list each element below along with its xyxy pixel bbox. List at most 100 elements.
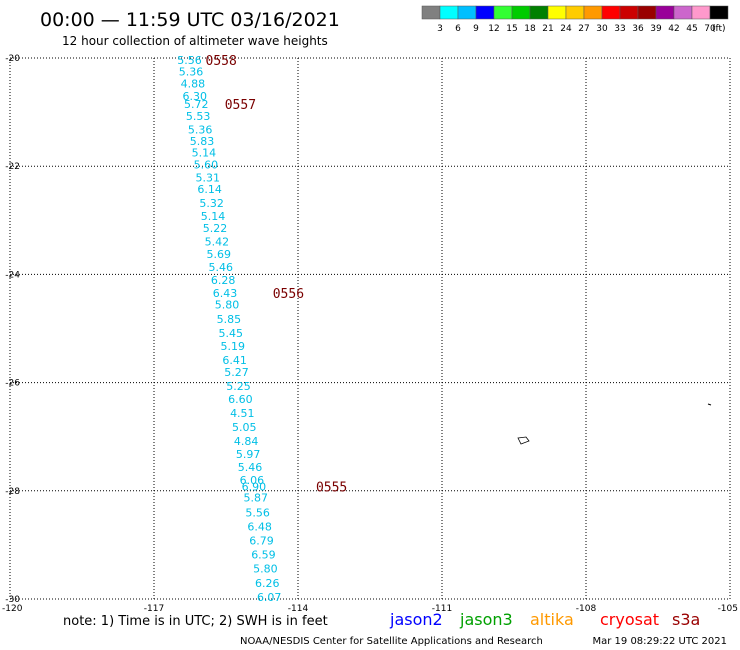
- gridlines: [10, 58, 730, 599]
- x-tick-label: -105: [718, 604, 738, 614]
- colorbar-label: 24: [560, 24, 572, 34]
- colorbar-label: 15: [506, 24, 517, 34]
- colorbar-label: 45: [686, 24, 697, 34]
- swh-value-point: 6.60: [228, 393, 253, 406]
- swh-value-point: 4.84: [234, 435, 259, 448]
- chart-title: 00:00 — 11:59 UTC 03/16/2021: [40, 9, 340, 31]
- colorbar-swatch: [511, 5, 531, 20]
- pass-time-label: 0557: [225, 98, 256, 113]
- plot-frame: [9, 57, 731, 600]
- swh-value-point: 5.14: [192, 147, 217, 160]
- swh-value-point: 6.14: [197, 183, 222, 196]
- swh-value-point: 4.51: [230, 407, 255, 420]
- x-tick-label: -114: [288, 604, 309, 614]
- satellite-name-jason2: jason2: [389, 610, 443, 629]
- x-tick-label: -117: [144, 604, 164, 614]
- swh-value-point: 6.90: [242, 480, 267, 493]
- colorbar-label: 33: [614, 24, 625, 34]
- colorbar-swatch: [439, 5, 459, 20]
- x-tick-label: -108: [576, 604, 597, 614]
- x-tick-labels: -120 -117 -114 -111 -108 -105: [2, 604, 738, 614]
- swh-value-point: 5.22: [203, 222, 228, 235]
- swh-value-point: 5.83: [190, 135, 215, 148]
- swh-value-point: 6.07: [257, 591, 282, 604]
- swh-value-point: 5.85: [217, 313, 242, 326]
- colorbar-swatch: [655, 5, 675, 20]
- swh-value-point: 5.27: [224, 366, 249, 379]
- swh-value-point: 6.41: [222, 354, 247, 367]
- swh-value-point: 5.14: [201, 210, 226, 223]
- swh-value-point: 5.80: [215, 299, 240, 312]
- swh-value-point: 5.46: [208, 261, 233, 274]
- swh-value-point: 5.87: [244, 491, 269, 504]
- swh-value-point: 5.25: [226, 380, 251, 393]
- colorbar-swatch: [421, 5, 441, 20]
- swh-value-point: 5.32: [199, 197, 224, 210]
- satellite-name-altika: altika: [530, 610, 574, 629]
- colorbar-label: 39: [650, 24, 662, 34]
- pass-time-label: 0558: [206, 54, 237, 69]
- y-tick-label: -28: [5, 487, 20, 497]
- colorbar-label: 12: [488, 24, 499, 34]
- colorbar-swatch: [673, 5, 693, 20]
- swh-value-point: 4.88: [181, 77, 206, 90]
- swh-value-point: 5.05: [232, 421, 257, 434]
- swh-value-point: 5.72: [184, 98, 209, 111]
- colorbar-swatch: [619, 5, 639, 20]
- pass-time-labels: 0558 0557 0556 0555: [206, 54, 348, 495]
- swh-value-point: 5.53: [186, 110, 211, 123]
- colorbar-label: 27: [578, 24, 589, 34]
- colorbar-swatch: [529, 5, 549, 20]
- swh-value-point: 6.28: [211, 274, 236, 287]
- y-tick-label: -30: [5, 595, 20, 605]
- swh-value-point: 5.46: [238, 461, 263, 474]
- colorbar-label: 3: [437, 24, 443, 34]
- swh-value-point: 5.97: [236, 448, 261, 461]
- colorbar-label: 30: [596, 24, 608, 34]
- y-tick-label: -22: [5, 162, 20, 172]
- colorbar-swatch: [493, 5, 513, 20]
- y-tick-label: -26: [5, 379, 20, 389]
- satellite-name-jason3: jason3: [459, 610, 513, 629]
- swh-value-point: 6.30: [183, 90, 208, 103]
- colorbar-label: 70: [704, 24, 716, 34]
- colorbar-legend: 3 6 9 12 15 18 21 24 27 30 33 36 39 42 45 70: [421, 5, 729, 34]
- chart-subtitle: 12 hour collection of altimeter wave hei…: [62, 34, 328, 48]
- swh-value-point: 5.69: [207, 248, 232, 261]
- satellite-legend: jason2 jason3 altika cryosat s3a: [389, 610, 700, 629]
- swh-value-point: 5.36: [179, 66, 204, 79]
- footer-timestamp: Mar 19 08:29:22 UTC 2021: [593, 636, 728, 647]
- swh-value-point: 5.42: [205, 235, 230, 248]
- colorbar-swatch: [709, 5, 729, 20]
- footer-note: note: 1) Time is in UTC; 2) SWH is in fe…: [63, 614, 328, 629]
- colorbar-swatch: [475, 5, 495, 20]
- colorbar-swatch: [691, 5, 711, 20]
- footer-credit: NOAA/NESDIS Center for Satellite Applica…: [240, 636, 543, 647]
- swh-value-point: 6.06: [240, 474, 265, 487]
- y-tick-label: -24: [5, 270, 20, 280]
- colorbar-swatch: [601, 5, 621, 20]
- x-tick-label: -111: [432, 604, 452, 614]
- y-tick-label: -20: [5, 54, 20, 64]
- colorbar-label: 36: [632, 24, 644, 34]
- swh-value-point: 5.36: [188, 123, 213, 136]
- swh-value-point: 6.26: [255, 577, 280, 590]
- y-tick-labels: -20 -22 -24 -26 -28 -30: [5, 54, 20, 605]
- swh-value-point: 5.31: [196, 172, 221, 185]
- swh-value-point: 5.56: [177, 54, 202, 67]
- colorbar-label: 18: [524, 24, 536, 34]
- pass-time-label: 0556: [273, 287, 304, 302]
- colorbar-swatch: [457, 5, 477, 20]
- swh-points: 5.565.364.886.305.725.535.365.835.145.60…: [177, 54, 281, 604]
- island-outline-small: [707, 403, 712, 406]
- colorbar-label: 9: [473, 24, 479, 34]
- colorbar-label: 42: [668, 24, 679, 34]
- satellite-name-cryosat: cryosat: [600, 610, 659, 629]
- satellite-name-s3a: s3a: [672, 610, 700, 629]
- swh-value-point: 5.19: [220, 340, 245, 353]
- swh-value-point: 6.79: [249, 535, 274, 548]
- swh-value-point: 5.45: [219, 327, 244, 340]
- colorbar-swatch: [547, 5, 567, 20]
- colorbar-label: 21: [542, 24, 553, 34]
